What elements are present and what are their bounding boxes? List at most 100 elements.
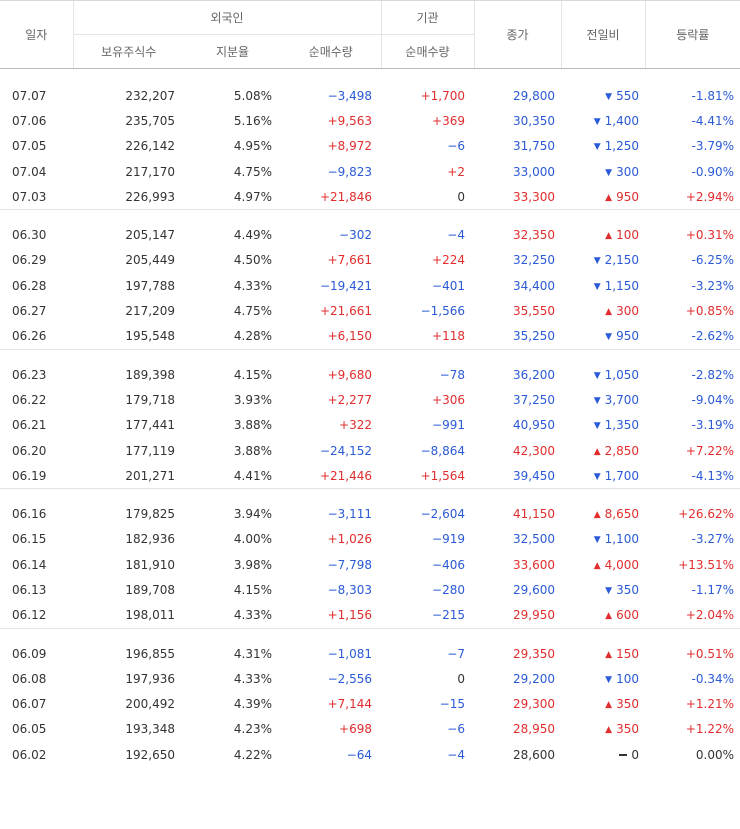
rate-cell: +0.85% [685, 304, 734, 319]
change-cell: ▼ 1,350 [561, 413, 645, 438]
close-price-cell: 30,350 [513, 113, 555, 128]
holdings-cell: 226,142 [125, 139, 175, 154]
close-price-cell: 34,400 [513, 278, 555, 293]
ratio-cell: 4.31% [233, 646, 272, 661]
close-price-cell: 29,800 [513, 88, 555, 103]
change-value: 300 [616, 304, 639, 319]
inst-net-cell: −4 [447, 747, 465, 762]
col-institution-group-header: 기관 [380, 0, 474, 35]
change-cell: ▼ 2,150 [561, 248, 645, 273]
table-header: 일자 외국인 기관 종가 전일비 등락률 보유주식수 지분율 순매수량 순매수량 [0, 0, 740, 69]
change-value: 1,700 [604, 468, 639, 483]
holdings-cell: 205,449 [125, 253, 175, 268]
foreign-net-cell: −1,081 [327, 646, 372, 661]
table-row: 06.27 217,209 4.75% +21,661 −1,566 35,550 ▲ 300… [0, 298, 740, 323]
change-value: 100 [616, 228, 639, 243]
date-cell: 06.19 [12, 468, 47, 483]
date-cell: 06.09 [12, 646, 47, 661]
rate-cell: +0.51% [685, 646, 734, 661]
col-date-header: 일자 [0, 0, 73, 69]
up-triangle-icon: ▲ [605, 307, 613, 318]
change-cell: ▼ 1,050 [561, 362, 645, 387]
down-triangle-icon: ▼ [605, 91, 613, 102]
group-separator [0, 209, 740, 223]
foreign-net-cell: +322 [339, 418, 372, 433]
foreign-net-cell: +7,661 [327, 253, 372, 268]
rate-cell: +1.22% [685, 722, 734, 737]
table-row: 06.12 198,011 4.33% +1,156 −215 29,950 ▲ 600 +2.… [0, 603, 740, 629]
ratio-cell: 4.33% [233, 608, 272, 623]
holdings-cell: 217,170 [125, 164, 175, 179]
change-value: 1,250 [604, 139, 639, 154]
inst-net-cell: −919 [432, 532, 465, 547]
table-row: 06.16 179,825 3.94% −3,111 −2,604 41,150 ▲ 8,65… [0, 501, 740, 526]
date-cell: 06.16 [12, 507, 47, 522]
date-cell: 06.05 [12, 722, 47, 737]
foreign-net-cell: +7,144 [327, 697, 372, 712]
holdings-cell: 182,936 [125, 532, 175, 547]
group-separator-cell [0, 627, 740, 641]
change-cell: ▲ 950 [561, 184, 645, 210]
group-separator-cell [0, 488, 740, 502]
change-value: 8,650 [604, 507, 639, 522]
foreign-net-cell: −24,152 [319, 443, 372, 458]
down-triangle-icon: ▼ [593, 370, 601, 381]
date-cell: 06.15 [12, 532, 47, 547]
close-price-cell: 29,200 [513, 671, 555, 686]
holdings-cell: 217,209 [125, 304, 175, 319]
rate-cell: +2.94% [685, 189, 734, 204]
holdings-cell: 197,936 [125, 671, 175, 686]
change-cell: ▲ 8,650 [561, 501, 645, 526]
col-foreign-net-header: 순매수량 [281, 34, 381, 69]
change-cell: ▼ 3,700 [561, 387, 645, 412]
table-row: 06.05 193,348 4.23% +698 −6 28,950 ▲ 350 +1.22% [0, 717, 740, 742]
up-triangle-icon: ▲ [605, 700, 613, 711]
ratio-cell: 4.28% [233, 329, 272, 344]
table-row: 07.07 232,207 5.08% −3,498 +1,700 29,800 ▼ 550 -… [0, 83, 740, 108]
ratio-cell: 4.50% [233, 253, 272, 268]
change-cell: ▲ 4,000 [561, 552, 645, 577]
table-body: 07.07 232,207 5.08% −3,498 +1,700 29,800 ▼ 550-… [0, 69, 740, 768]
inst-net-cell: −8,864 [420, 443, 465, 458]
close-price-cell: 42,300 [513, 443, 555, 458]
change-value: 150 [616, 646, 639, 661]
inst-net-cell: −6 [447, 139, 465, 154]
inst-net-cell: −215 [432, 608, 465, 623]
table-row: 07.03 226,993 4.97% +21,846 0 33,300 ▲ 950 +2.94… [0, 184, 740, 210]
down-triangle-icon: ▼ [593, 471, 601, 482]
ratio-cell: 4.33% [233, 671, 272, 686]
table-row: 06.02 192,650 4.22% −64 −4 28,600 0 0.00% [0, 742, 740, 767]
date-cell: 06.26 [12, 329, 47, 344]
change-value: 1,050 [604, 367, 639, 382]
rate-cell: -2.82% [691, 367, 734, 382]
foreign-net-cell: +21,446 [319, 468, 372, 483]
close-price-cell: 36,200 [513, 367, 555, 382]
holdings-cell: 177,119 [125, 443, 175, 458]
table-row: 07.04 217,170 4.75% −9,823 +2 33,000 ▼ 300 -0.90… [0, 159, 740, 184]
table-row: 06.21 177,441 3.88% +322 −991 40,950 ▼ 1,350 -3.… [0, 413, 740, 438]
rate-cell: +7.22% [685, 443, 734, 458]
change-cell: ▼ 950 [561, 324, 645, 350]
inst-net-cell: +224 [432, 253, 465, 268]
inst-net-cell: −15 [439, 697, 465, 712]
foreign-net-cell: −7,798 [327, 557, 372, 572]
change-cell: ▲ 300 [561, 298, 645, 323]
rate-cell: -3.79% [691, 139, 734, 154]
col-foreign-group-header: 외국인 [72, 0, 381, 35]
change-cell: ▼ 350 [561, 577, 645, 602]
foreign-net-cell: +698 [339, 722, 372, 737]
change-value: 4,000 [604, 557, 639, 572]
holdings-cell: 195,548 [125, 329, 175, 344]
foreign-net-cell: +8,972 [327, 139, 372, 154]
date-cell: 07.06 [12, 113, 47, 128]
foreign-net-cell: −3,111 [327, 507, 372, 522]
holdings-cell: 189,398 [125, 367, 175, 382]
rate-cell: -4.13% [691, 468, 734, 483]
group-separator [0, 488, 740, 502]
ratio-cell: 4.23% [233, 722, 272, 737]
investor-trading-table: 일자 외국인 기관 종가 전일비 등락률 보유주식수 지분율 순매수량 순매수량… [0, 0, 740, 768]
close-price-cell: 31,750 [513, 139, 555, 154]
down-triangle-icon: ▼ [593, 142, 601, 153]
rate-cell: -2.62% [691, 329, 734, 344]
change-cell: ▼ 1,700 [561, 463, 645, 489]
